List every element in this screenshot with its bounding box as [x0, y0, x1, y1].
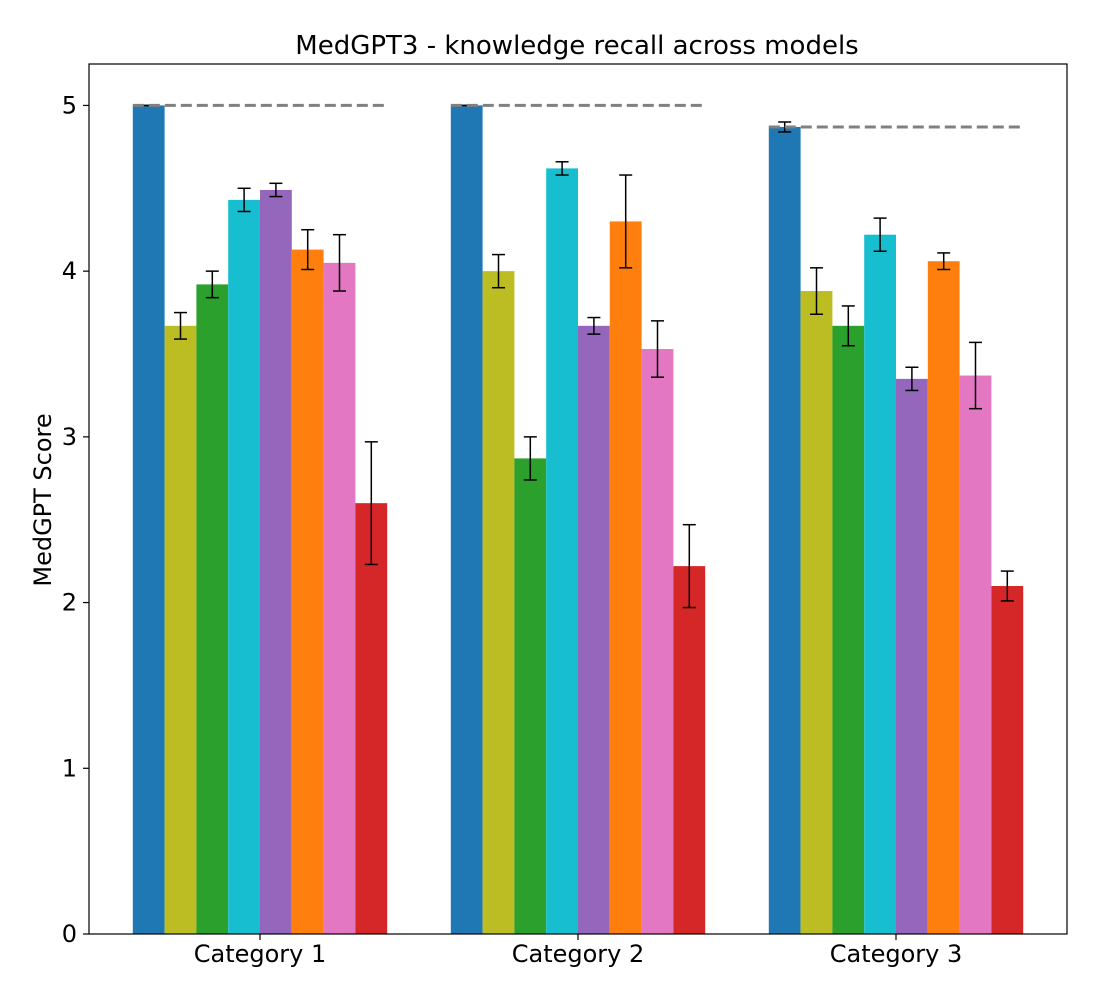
bar	[896, 378, 928, 934]
bar	[132, 105, 165, 934]
bar	[609, 221, 642, 934]
bar	[260, 189, 292, 934]
bar	[355, 503, 388, 934]
y-tick-label: 3	[62, 423, 77, 451]
x-tick-label: Category 2	[512, 940, 645, 968]
bar	[196, 284, 229, 934]
bar	[768, 126, 801, 934]
bar	[991, 586, 1024, 934]
y-tick-label: 2	[62, 589, 77, 617]
bar	[546, 168, 578, 934]
y-axis-label: MedGPT Score	[29, 413, 57, 586]
bar	[864, 234, 896, 934]
bar	[641, 349, 674, 934]
bar	[800, 291, 833, 934]
bar	[228, 199, 260, 934]
x-tick-label: Category 1	[194, 940, 327, 968]
chart-title: MedGPT3 - knowledge recall across models	[295, 31, 858, 61]
bar	[514, 458, 547, 934]
x-tick-label: Category 3	[830, 940, 963, 968]
bar	[578, 325, 610, 934]
bar	[673, 566, 706, 934]
y-tick-label: 4	[62, 257, 77, 285]
y-tick-label: 1	[62, 754, 77, 782]
bar	[482, 271, 515, 935]
bar	[959, 375, 992, 934]
plot-area: 0 1 2 3 4 5 Category 1 Category 2 Category 3	[62, 63, 1068, 968]
bar	[450, 105, 483, 934]
bar	[927, 261, 960, 934]
y-tick-label: 5	[62, 91, 77, 119]
bar	[291, 249, 324, 935]
y-tick-label: 0	[62, 920, 77, 948]
bar	[832, 325, 865, 934]
bar	[164, 325, 197, 934]
bar	[323, 262, 356, 934]
